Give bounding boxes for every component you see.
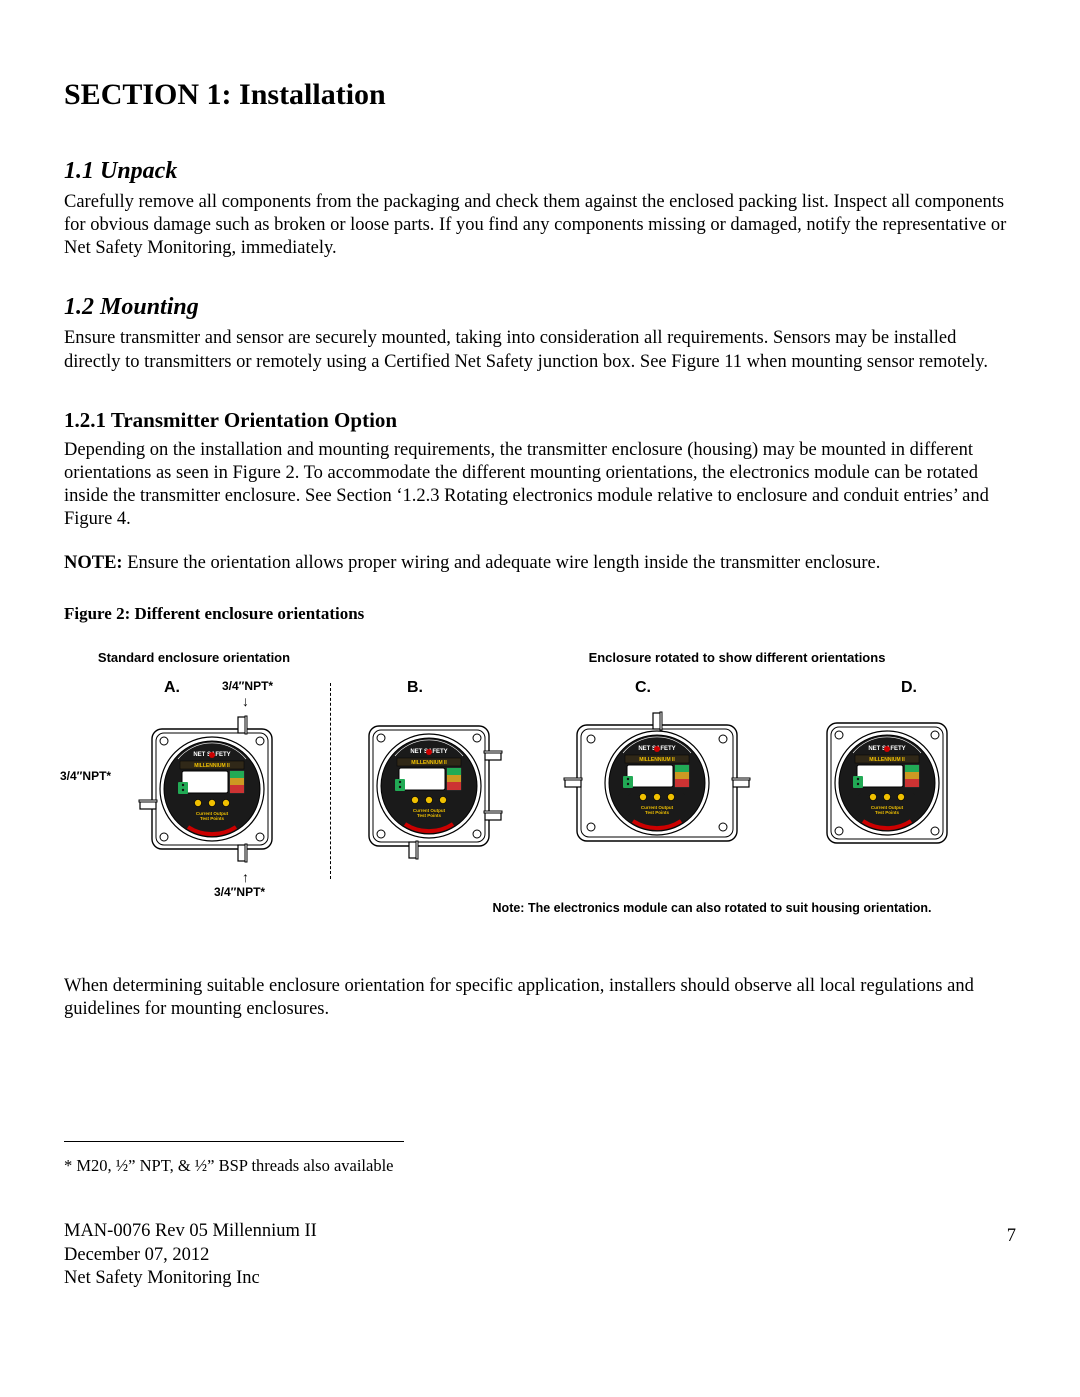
panel-d-label: D. [901,679,917,697]
figure-header-rotated: Enclosure rotated to show different orie… [324,650,1030,665]
figure-header-standard: Standard enclosure orientation [64,650,324,665]
figure-panel-d: D. [801,679,969,899]
heading-1-2-1: 1.2.1 Transmitter Orientation Option [64,408,1016,433]
enclosure-b-svg [349,701,519,871]
heading-1-2: 1.2 Mounting [64,294,1016,321]
npt-left: 3/4″NPT* [60,769,111,783]
footnote-rule [64,1141,404,1142]
npt-top: 3/4″NPT* [222,679,273,693]
figure-panel-a: A. 3/4″NPT* ↓ 3/4″NPT* ↑ 3/4″NPT* [64,679,326,899]
enclosure-a-svg [112,709,312,869]
after-figure-text: When determining suitable enclosure orie… [64,975,1016,1021]
footer-line-3: Net Safety Monitoring Inc [64,1267,1016,1290]
footer: MAN-0076 Rev 05 Millennium II December 0… [64,1220,1016,1289]
npt-bottom: 3/4″NPT* [214,885,265,899]
figure-panel-c: C. [563,679,793,899]
footer-line-1: MAN-0076 Rev 05 Millennium II [64,1220,1016,1243]
note-text: Ensure the orientation allows proper wir… [123,553,881,573]
note-line: NOTE: Ensure the orientation allows prop… [64,553,1016,574]
figure-divider [330,683,331,879]
figure-2: Standard enclosure orientation Enclosure… [64,650,1030,915]
enclosure-c-svg [547,705,767,865]
enclosure-d-svg [815,705,965,865]
section-title: SECTION 1: Installation [64,78,1016,112]
arrow-down-icon: ↓ [242,693,249,709]
arrow-up-icon: ↑ [242,869,249,885]
footer-line-2: December 07, 2012 [64,1244,1016,1267]
panel-a-label: A. [164,679,180,697]
body-1-2-1: Depending on the installation and mounti… [64,439,1016,532]
panel-b-label: B. [407,679,423,697]
figure-panel-b: B. [355,679,555,899]
note-label: NOTE: [64,553,123,573]
figure-note: Note: The electronics module can also ro… [64,901,1030,915]
footnote: * M20, ½” NPT, & ½” BSP threads also ava… [64,1156,1016,1176]
heading-1-1: 1.1 Unpack [64,158,1016,185]
body-1-1: Carefully remove all components from the… [64,191,1016,260]
page-number: 7 [1007,1226,1016,1247]
figure-caption: Figure 2: Different enclosure orientatio… [64,604,1016,624]
body-1-2: Ensure transmitter and sensor are secure… [64,327,1016,373]
panel-c-label: C. [635,679,651,697]
